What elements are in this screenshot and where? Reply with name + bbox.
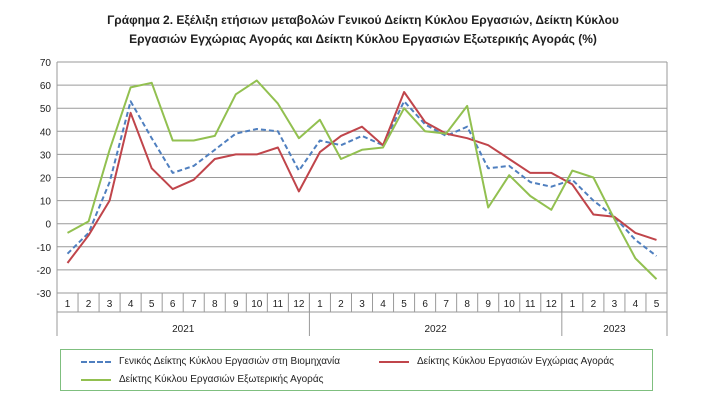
x-tick-label: 7 — [191, 299, 197, 310]
x-tick-label: 1 — [65, 299, 71, 310]
y-tick-label: 60 — [40, 81, 52, 92]
year-label: 2021 — [172, 324, 195, 335]
x-tick-label: 9 — [233, 299, 239, 310]
chart-title-line-1: Γράφημα 2. Εξέλιξη ετήσιων μεταβολών Γεν… — [107, 13, 619, 27]
x-tick-label: 11 — [273, 299, 284, 310]
legend-label-total: Γενικός Δείκτης Κύκλου Εργασιών στη Βιομ… — [119, 356, 341, 367]
x-tick-label: 10 — [504, 299, 516, 310]
series-line-1 — [66, 91, 657, 264]
x-tick-label: 1 — [317, 299, 323, 310]
y-tick-label: 20 — [40, 174, 52, 185]
legend-swatch-external — [81, 378, 111, 381]
y-tick-label: 50 — [40, 104, 52, 115]
y-tick-label: 0 — [45, 220, 51, 231]
y-tick-label: 70 — [40, 58, 52, 69]
x-tick-label: 7 — [443, 299, 449, 310]
x-tick-label: 5 — [401, 299, 407, 310]
y-tick-label: 10 — [40, 197, 52, 208]
legend-swatch-domestic — [379, 360, 409, 363]
y-tick-label: 30 — [40, 150, 52, 161]
series-line-2 — [67, 79, 658, 280]
x-tick-label: 11 — [525, 299, 536, 310]
x-tick-label: 10 — [251, 299, 263, 310]
legend-item-external: Δείκτης Κύκλου Εργασιών Εξωτερικής Αγορά… — [81, 374, 323, 385]
legend-swatch-total — [81, 360, 111, 363]
x-tick-label: 3 — [612, 299, 618, 310]
x-tick-label: 6 — [422, 299, 428, 310]
year-label: 2022 — [424, 324, 447, 335]
x-tick-label: 5 — [149, 299, 155, 310]
x-tick-label: 12 — [546, 299, 558, 310]
x-tick-label: 2 — [591, 299, 597, 310]
legend-label-external: Δείκτης Κύκλου Εργασιών Εξωτερικής Αγορά… — [119, 374, 324, 385]
x-tick-label: 4 — [128, 299, 134, 310]
chart-title: Γράφημα 2. Εξέλιξη ετήσιων μεταβολών Γεν… — [0, 11, 726, 49]
x-tick-label: 4 — [633, 299, 639, 310]
x-tick-label: 3 — [359, 299, 365, 310]
y-tick-label: 40 — [40, 127, 52, 138]
x-tick-label: 2 — [338, 299, 344, 310]
x-tick-label: 8 — [212, 299, 218, 310]
y-tick-label: -30 — [37, 289, 52, 300]
y-tick-label: -10 — [37, 243, 52, 254]
x-tick-label: 2 — [86, 299, 92, 310]
legend-label-domestic: Δείκτης Κύκλου Εργασιών Εγχώριας Αγοράς — [417, 356, 614, 367]
year-label: 2023 — [603, 324, 626, 335]
legend-item-domestic: Δείκτης Κύκλου Εργασιών Εγχώριας Αγοράς — [379, 356, 614, 367]
chart-legend: Γενικός Δείκτης Κύκλου Εργασιών στη Βιομ… — [60, 349, 653, 391]
legend-item-total: Γενικός Δείκτης Κύκλου Εργασιών στη Βιομ… — [81, 356, 340, 367]
x-tick-label: 8 — [464, 299, 470, 310]
x-tick-label: 6 — [170, 299, 176, 310]
x-tick-label: 1 — [570, 299, 576, 310]
x-tick-label: 3 — [107, 299, 113, 310]
chart-title-line-2: Εργασιών Εγχώριας Αγοράς και Δείκτη Κύκλ… — [129, 32, 597, 46]
x-tick-label: 12 — [293, 299, 305, 310]
x-tick-label: 5 — [654, 299, 660, 310]
x-tick-label: 9 — [485, 299, 491, 310]
x-tick-label: 4 — [380, 299, 386, 310]
y-tick-label: -20 — [37, 266, 52, 277]
